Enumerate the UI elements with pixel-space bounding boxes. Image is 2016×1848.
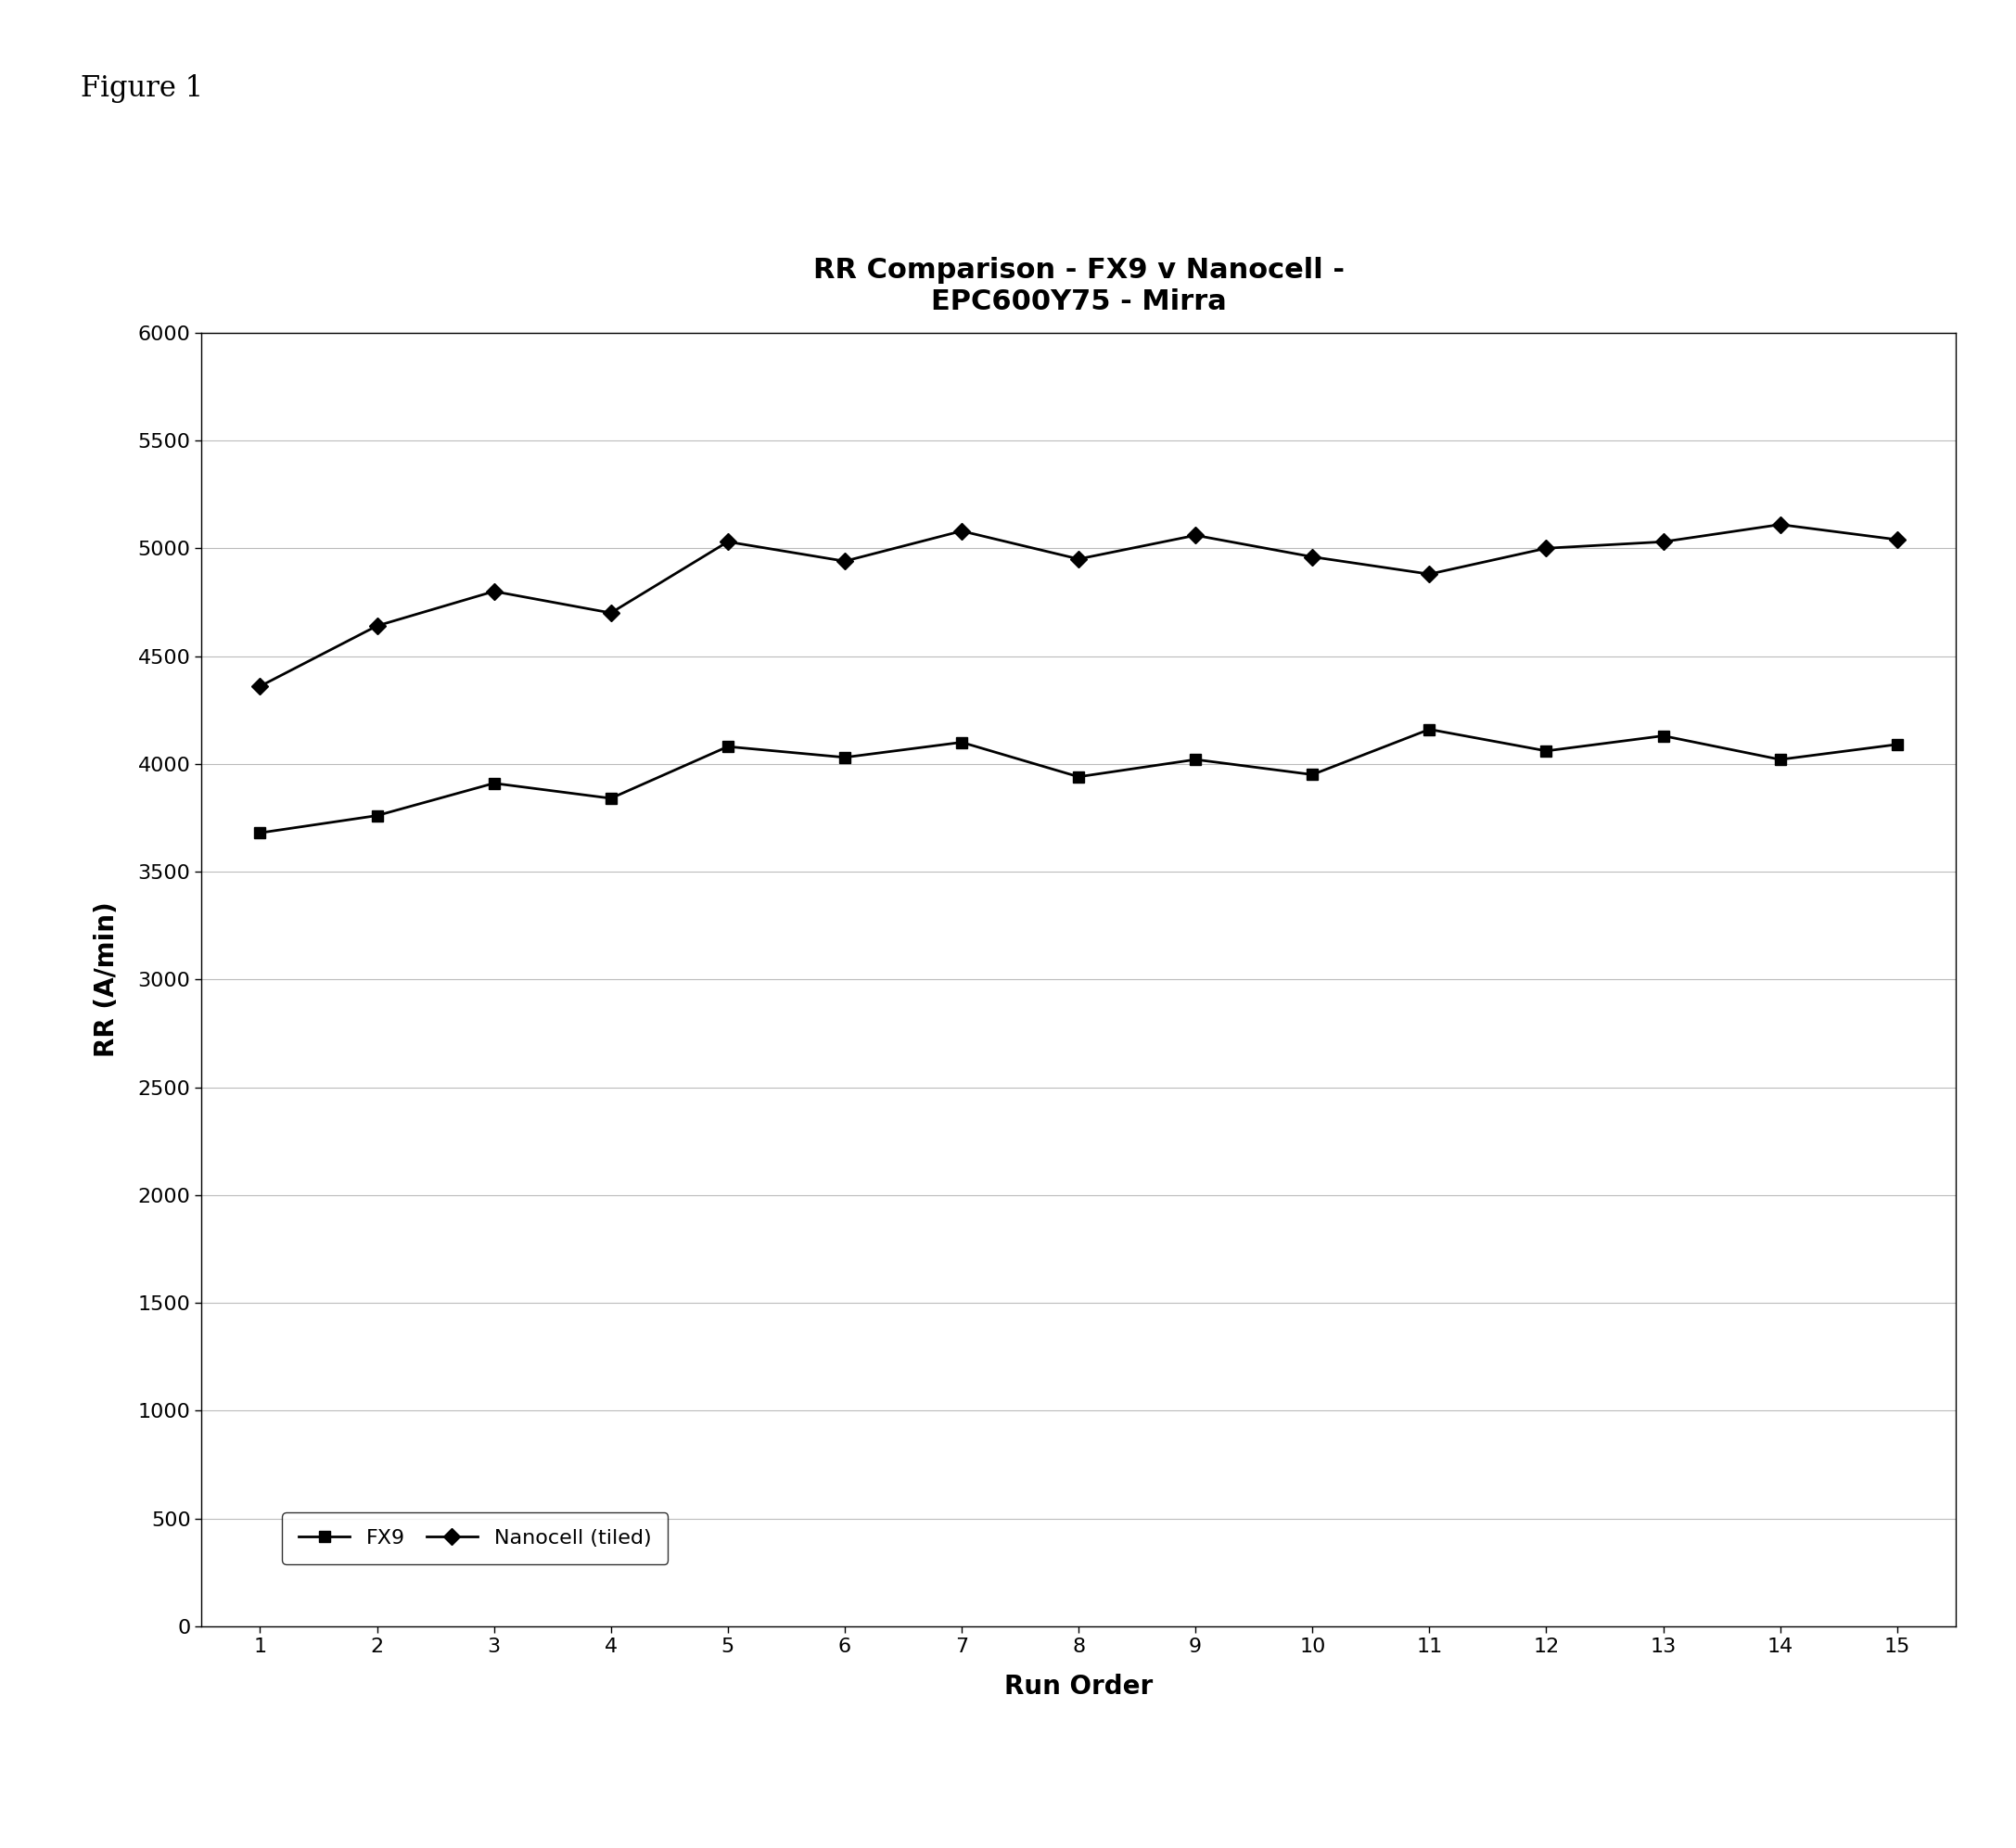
- Line: Nanocell (tiled): Nanocell (tiled): [254, 519, 1903, 691]
- Y-axis label: RR (A/min): RR (A/min): [95, 902, 119, 1057]
- Nanocell (tiled): [1066, 547, 1091, 569]
- FX9: [365, 804, 389, 826]
- Nanocell (tiled): [1300, 545, 1325, 567]
- Nanocell (tiled): [716, 530, 740, 553]
- FX9: [1417, 719, 1441, 741]
- Legend: FX9, Nanocell (tiled): FX9, Nanocell (tiled): [282, 1514, 667, 1563]
- FX9: [248, 822, 272, 845]
- FX9: [1183, 748, 1208, 771]
- FX9: [1300, 763, 1325, 785]
- Nanocell (tiled): [1651, 530, 1675, 553]
- X-axis label: Run Order: Run Order: [1004, 1674, 1153, 1700]
- Nanocell (tiled): [365, 615, 389, 638]
- Nanocell (tiled): [1534, 538, 1558, 560]
- FX9: [599, 787, 623, 809]
- Nanocell (tiled): [482, 580, 506, 602]
- Nanocell (tiled): [950, 519, 974, 541]
- FX9: [950, 732, 974, 754]
- FX9: [716, 736, 740, 758]
- Nanocell (tiled): [1885, 529, 1909, 551]
- Nanocell (tiled): [1183, 525, 1208, 547]
- Line: FX9: FX9: [254, 724, 1903, 839]
- FX9: [1885, 734, 1909, 756]
- Text: Figure 1: Figure 1: [81, 74, 204, 103]
- Nanocell (tiled): [599, 602, 623, 625]
- Nanocell (tiled): [833, 551, 857, 573]
- FX9: [482, 772, 506, 795]
- FX9: [1066, 765, 1091, 787]
- Title: RR Comparison - FX9 v Nanocell -
EPC600Y75 - Mirra: RR Comparison - FX9 v Nanocell - EPC600Y…: [812, 257, 1345, 314]
- FX9: [1768, 748, 1792, 771]
- FX9: [1534, 739, 1558, 761]
- Nanocell (tiled): [1768, 514, 1792, 536]
- FX9: [833, 747, 857, 769]
- Nanocell (tiled): [248, 675, 272, 697]
- FX9: [1651, 724, 1675, 747]
- Nanocell (tiled): [1417, 564, 1441, 586]
